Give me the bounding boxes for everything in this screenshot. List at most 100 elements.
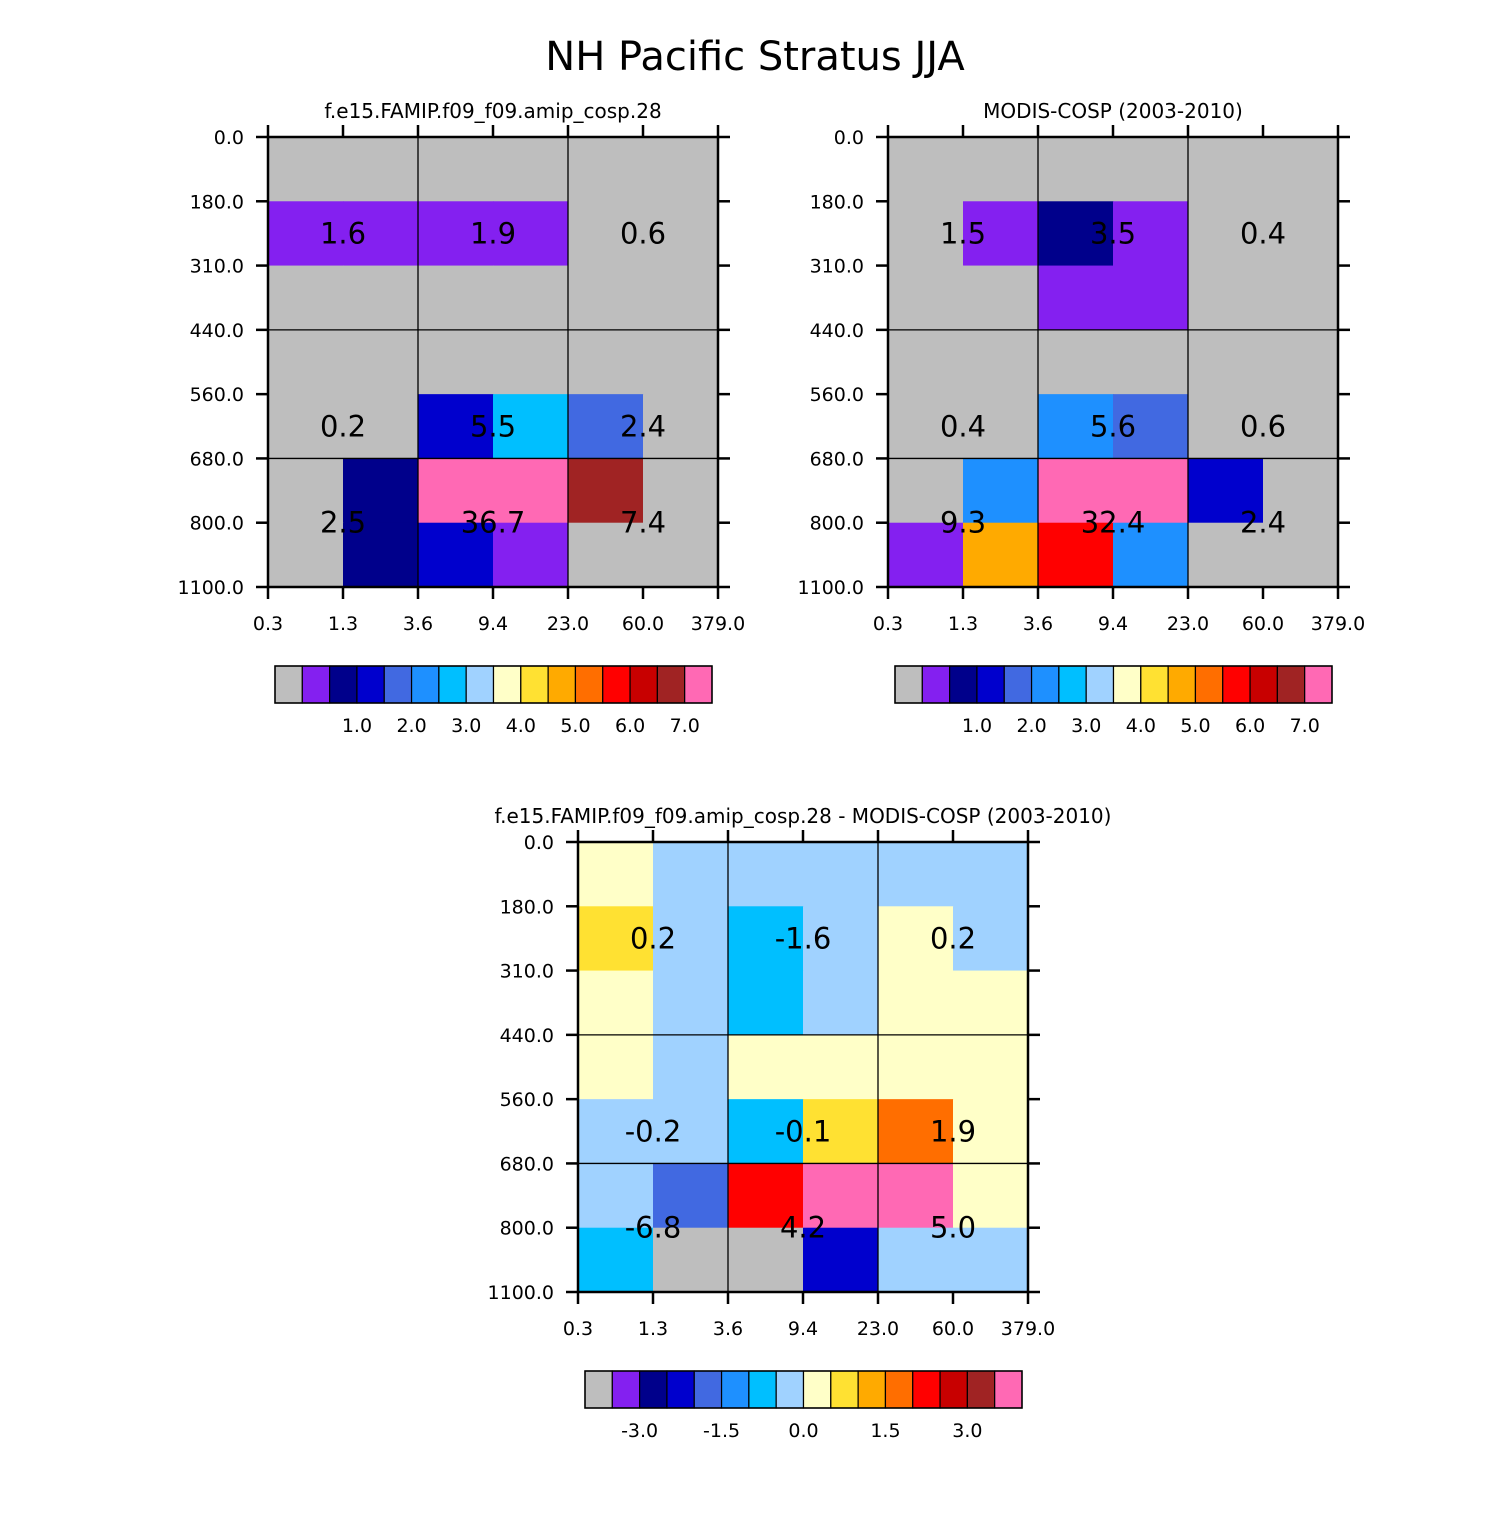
heatmap-cell: [1113, 137, 1189, 202]
colorbar-swatch: [1249, 665, 1278, 704]
colorbar-frame: [584, 1370, 1023, 1409]
y-tick-label: 800.0: [810, 513, 864, 535]
heatmap-cell: [953, 1227, 1029, 1293]
x-tick-label: 60.0: [1242, 613, 1284, 635]
heatmap-cell: [878, 1227, 954, 1293]
heatmap-cell: [268, 329, 344, 395]
heatmap-cell: [418, 394, 494, 460]
heatmap-cell: [803, 1034, 879, 1100]
heatmap-cell: [578, 970, 654, 1036]
x-tick-label: 9.4: [478, 613, 508, 635]
heatmap-cell: [418, 458, 494, 524]
group-value-label: 7.4: [620, 506, 666, 540]
colorbar-swatch: [921, 665, 951, 704]
group-value-label: 0.6: [1240, 409, 1286, 443]
heatmap-cell: [268, 137, 344, 202]
heatmap-cell: [888, 137, 964, 202]
heatmap-cell: [728, 1034, 804, 1100]
colorbar-swatch: [748, 1370, 777, 1409]
colorbar-swatch: [1003, 665, 1033, 704]
heatmap-cell: [1113, 265, 1189, 331]
heatmap-cell: [343, 458, 419, 524]
heatmap-cell: [493, 137, 569, 202]
heatmap-cell: [1113, 522, 1189, 588]
y-tick-label: 440.0: [500, 1025, 554, 1047]
colorbar-swatch: [1222, 665, 1251, 704]
colorbar-swatch: [994, 1370, 1023, 1409]
y-tick-label: 560.0: [190, 384, 244, 406]
panel-title: MODIS-COSP (2003-2010): [983, 99, 1243, 123]
heatmap-cell: [888, 394, 964, 460]
x-tick-label: 9.4: [788, 1318, 818, 1340]
colorbar-label: 7.0: [1290, 715, 1320, 737]
y-tick-label: 310.0: [500, 961, 554, 983]
heatmap-cell: [953, 842, 1029, 907]
figure-title: NH Pacific Stratus JJA: [545, 34, 965, 80]
group-value-label: 5.0: [930, 1211, 976, 1245]
colorbar-label: 3.0: [952, 1420, 982, 1442]
heatmap-cell: [953, 970, 1029, 1036]
colorbar-swatch: [410, 665, 440, 704]
heatmap-cell: [1263, 522, 1339, 588]
heatmap-cell: [578, 1163, 654, 1229]
heatmap-cell: [953, 1099, 1029, 1165]
heatmap-cell: [268, 201, 344, 267]
heatmap-cell: [728, 1163, 804, 1229]
colorbar-swatch: [465, 665, 495, 704]
heatmap-cell: [1188, 329, 1264, 395]
y-tick-label: 440.0: [190, 320, 244, 342]
heatmap-cell: [803, 906, 879, 972]
group-value-label: 4.2: [780, 1211, 826, 1245]
colorbar-swatch: [802, 1370, 832, 1409]
group-value-label: 2.5: [320, 506, 366, 540]
y-tick-label: 800.0: [500, 1218, 554, 1240]
heatmap-cell: [878, 1163, 954, 1229]
colorbar-swatch: [894, 665, 923, 704]
y-tick-label: 440.0: [810, 320, 864, 342]
heatmap-cell: [1038, 265, 1114, 331]
y-tick-label: 310.0: [190, 256, 244, 278]
x-tick-label: 1.3: [948, 613, 978, 635]
group-value-label: 3.5: [1090, 216, 1136, 250]
colorbar-label: 4.0: [1126, 715, 1156, 737]
colorbar-label: 5.0: [1180, 715, 1210, 737]
group-value-label: 5.6: [1090, 409, 1136, 443]
colorbar-swatch: [602, 665, 631, 704]
heatmap-cell: [578, 1227, 654, 1293]
x-tick-label: 23.0: [857, 1318, 899, 1340]
colorbar-swatch: [329, 665, 358, 704]
heatmap-cell: [963, 265, 1039, 331]
heatmap-cell: [1038, 137, 1114, 202]
group-value-label: 0.4: [940, 409, 986, 443]
heatmap-cell: [1263, 458, 1339, 524]
heatmap-cell: [1113, 458, 1189, 524]
colorbar-label: 0.0: [788, 1420, 818, 1442]
colorbar-swatch: [1167, 665, 1197, 704]
x-tick-label: 23.0: [547, 613, 589, 635]
heatmap-cell: [268, 265, 344, 331]
y-tick-label: 1100.0: [488, 1282, 554, 1304]
colorbar-swatch: [1030, 665, 1060, 704]
heatmap-cell: [888, 265, 964, 331]
y-tick-label: 680.0: [190, 448, 244, 470]
y-tick-label: 310.0: [810, 256, 864, 278]
heatmap-cell: [418, 265, 494, 331]
heatmap-cell: [963, 458, 1039, 524]
heatmap-cell: [728, 906, 804, 972]
colorbar-frame: [274, 665, 713, 704]
group-value-label: 0.2: [320, 409, 366, 443]
heatmap-cell: [653, 970, 729, 1036]
heatmap-cell: [728, 1099, 804, 1165]
colorbar-swatch: [939, 1370, 968, 1409]
heatmap-cell: [343, 265, 419, 331]
colorbar-swatch: [693, 1370, 723, 1409]
colorbar-swatch: [611, 1370, 641, 1409]
group-value-label: 36.7: [461, 506, 526, 540]
heatmap-cell: [578, 1034, 654, 1100]
heatmap-cell: [568, 265, 644, 331]
group-value-label: 1.9: [470, 216, 516, 250]
group-value-label: 1.6: [320, 216, 366, 250]
heatmap-cell: [1188, 522, 1264, 588]
colorbar-swatch: [301, 665, 331, 704]
